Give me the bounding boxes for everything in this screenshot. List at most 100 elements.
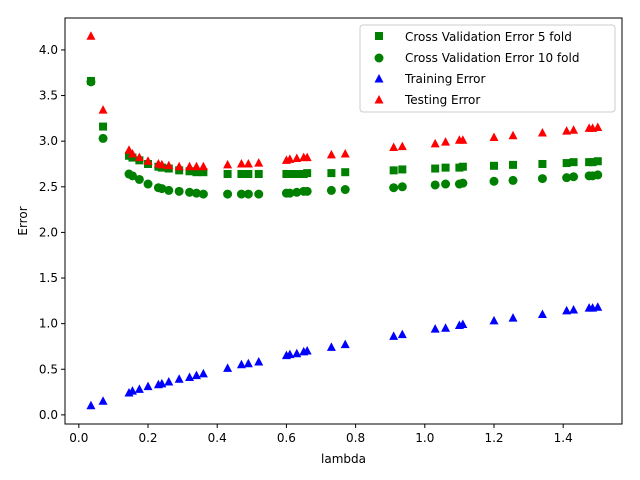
x-axis-label: lambda — [321, 452, 366, 466]
series-2 — [86, 302, 603, 410]
data-point-circle — [127, 171, 137, 181]
legend-entry-training: Training Error — [374, 72, 485, 86]
data-point-triangle — [174, 374, 184, 383]
y-tick-label: 2.5 — [39, 180, 58, 194]
data-point-circle — [254, 189, 264, 199]
data-point-circle — [397, 182, 407, 192]
data-point-square — [175, 166, 184, 175]
data-point-triangle — [569, 304, 579, 314]
data-point-triangle — [143, 381, 153, 391]
legend-triangle-marker — [374, 95, 384, 104]
data-point-triangle — [302, 346, 312, 355]
x-tick-label: 0.4 — [208, 431, 227, 445]
data-point-square — [538, 159, 547, 168]
y-tick-label: 0.0 — [39, 408, 58, 422]
data-point-square — [341, 168, 350, 177]
data-point-square — [244, 170, 253, 179]
x-tick-label: 1.2 — [484, 431, 503, 445]
data-point-square — [237, 170, 246, 179]
data-point-triangle — [593, 122, 603, 131]
data-point-triangle — [223, 159, 233, 169]
data-point-circle — [340, 185, 350, 195]
y-tick-label: 1.0 — [39, 317, 58, 331]
data-point-triangle — [441, 137, 451, 146]
data-point-triangle — [243, 158, 253, 168]
data-point-triangle — [458, 319, 468, 329]
series-1 — [86, 77, 603, 199]
data-point-triangle — [127, 148, 137, 158]
data-point-triangle — [198, 161, 208, 171]
data-point-circle — [157, 184, 167, 194]
data-point-triangle — [174, 161, 184, 171]
data-point-circle — [185, 187, 195, 197]
data-point-triangle — [164, 160, 174, 170]
data-point-triangle — [185, 372, 195, 381]
data-point-circle — [98, 133, 108, 143]
data-point-triangle — [397, 141, 407, 151]
data-point-triangle — [537, 127, 547, 137]
data-point-triangle — [562, 305, 572, 315]
data-point-square — [199, 168, 208, 177]
data-point-circle — [537, 174, 547, 184]
data-point-triangle — [537, 309, 547, 319]
data-point-triangle — [292, 348, 302, 358]
data-point-triangle — [86, 400, 96, 410]
data-point-circle — [143, 179, 153, 189]
data-point-circle — [285, 188, 295, 198]
data-markers — [86, 31, 603, 410]
data-point-square — [398, 165, 407, 174]
data-point-triangle — [191, 370, 201, 380]
data-point-square — [509, 160, 518, 169]
data-point-triangle — [191, 161, 201, 171]
y-tick-label: 4.0 — [39, 43, 58, 57]
data-point-square — [303, 169, 312, 178]
data-point-square — [562, 159, 571, 168]
data-point-triangle — [389, 142, 399, 152]
data-point-circle — [441, 179, 451, 189]
data-point-triangle — [223, 363, 233, 372]
legend-label-cv10: Cross Validation Error 10 fold — [405, 51, 579, 65]
data-point-square — [223, 170, 232, 179]
data-point-triangle — [243, 358, 253, 368]
data-point-circle — [292, 187, 302, 197]
data-point-square — [593, 157, 602, 166]
data-point-triangle — [185, 161, 195, 171]
y-tick-label: 3.5 — [39, 89, 58, 103]
data-point-square — [489, 161, 498, 170]
data-point-triangle — [254, 356, 264, 366]
data-point-triangle — [254, 158, 264, 167]
legend-label-cv5: Cross Validation Error 5 fold — [405, 30, 572, 44]
legend-label-testing: Testing Error — [404, 93, 480, 107]
data-point-triangle — [389, 331, 399, 340]
data-point-triangle — [198, 368, 208, 378]
legend-square-marker — [375, 32, 383, 40]
data-point-triangle — [430, 138, 440, 148]
data-point-circle — [223, 189, 233, 199]
data-point-square — [192, 168, 201, 177]
legend-entry-cv5: Cross Validation Error 5 fold — [375, 30, 572, 44]
data-point-square — [254, 170, 263, 179]
data-point-circle — [174, 186, 184, 196]
data-point-triangle — [326, 149, 336, 159]
data-point-circle — [86, 77, 96, 87]
x-tick-label: 0.2 — [138, 431, 157, 445]
data-point-triangle — [489, 132, 499, 142]
data-point-square — [441, 163, 450, 172]
data-point-triangle — [285, 154, 295, 163]
data-point-triangle — [508, 130, 518, 140]
y-tick-label: 1.5 — [39, 271, 58, 285]
x-tick-label: 0.6 — [277, 431, 296, 445]
data-point-circle — [562, 173, 572, 183]
data-point-circle — [458, 178, 468, 188]
data-point-triangle — [236, 359, 246, 369]
data-point-triangle — [430, 324, 440, 333]
data-point-triangle — [397, 329, 407, 339]
data-point-triangle — [340, 339, 350, 349]
data-point-circle — [389, 183, 399, 193]
data-point-square — [292, 170, 301, 179]
data-point-triangle — [157, 378, 167, 388]
data-point-circle — [134, 174, 144, 184]
data-point-circle — [430, 180, 440, 190]
data-point-triangle — [134, 152, 144, 162]
data-point-circle — [489, 176, 499, 186]
